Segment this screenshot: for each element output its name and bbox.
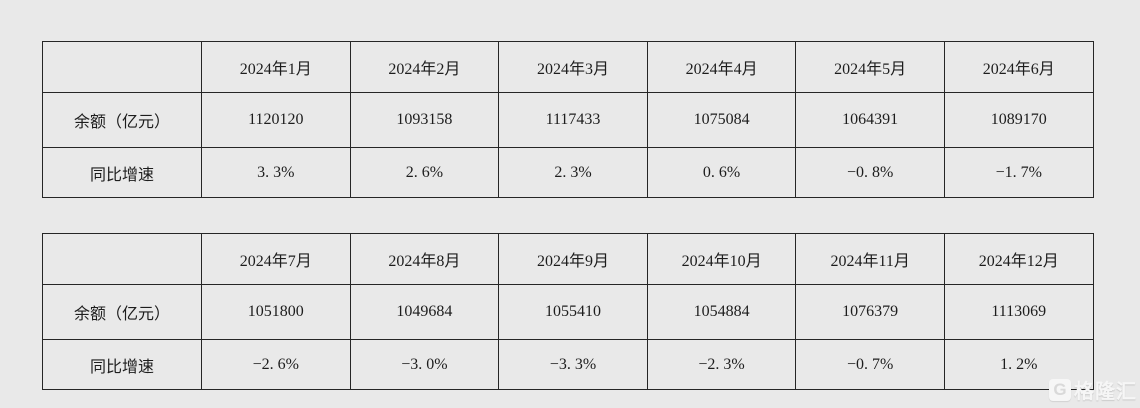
row-label-growth: 同比增速 <box>42 147 202 198</box>
month-header-cell: 2024年8月 <box>349 233 500 285</box>
month-header-cell: 2024年7月 <box>201 233 351 285</box>
table-row: 同比增速 −2. 6% −3. 0% −3. 3% −2. 3% −0. 7% … <box>42 339 1094 390</box>
month-header-cell: 2024年4月 <box>646 41 797 93</box>
balance-value-cell: 1075084 <box>646 92 797 148</box>
balance-value-cell: 1117433 <box>498 92 648 148</box>
balance-value-cell: 1089170 <box>943 92 1094 148</box>
balance-value-cell: 1120120 <box>201 92 351 148</box>
growth-value-cell: −3. 3% <box>498 339 648 390</box>
balance-value-cell: 1093158 <box>349 92 500 148</box>
table-row: 余额（亿元） 1120120 1093158 1117433 1075084 1… <box>42 92 1094 148</box>
balance-value-cell: 1054884 <box>646 284 797 340</box>
month-header-cell: 2024年6月 <box>943 41 1094 93</box>
balance-value-cell: 1076379 <box>795 284 945 340</box>
table-row: 2024年7月 2024年8月 2024年9月 2024年10月 2024年11… <box>42 233 1094 285</box>
balance-value-cell: 1049684 <box>349 284 500 340</box>
month-header-cell: 2024年11月 <box>795 233 945 285</box>
growth-value-cell: 3. 3% <box>201 147 351 198</box>
balance-value-cell: 1064391 <box>795 92 945 148</box>
table-2024-h1: 2024年1月 2024年2月 2024年3月 2024年4月 2024年5月 … <box>42 41 1094 198</box>
row-label-balance: 余额（亿元） <box>42 284 202 340</box>
growth-value-cell: −0. 7% <box>795 339 945 390</box>
growth-value-cell: 1. 2% <box>943 339 1094 390</box>
growth-value-cell: −2. 3% <box>646 339 797 390</box>
growth-value-cell: −2. 6% <box>201 339 351 390</box>
month-header-cell: 2024年3月 <box>498 41 648 93</box>
month-header-cell: 2024年12月 <box>943 233 1094 285</box>
table-row: 同比增速 3. 3% 2. 6% 2. 3% 0. 6% −0. 8% −1. … <box>42 147 1094 198</box>
table-2024-h2: 2024年7月 2024年8月 2024年9月 2024年10月 2024年11… <box>42 233 1094 390</box>
balance-value-cell: 1055410 <box>498 284 648 340</box>
corner-cell <box>42 233 202 285</box>
month-header-cell: 2024年10月 <box>646 233 797 285</box>
growth-value-cell: −1. 7% <box>943 147 1094 198</box>
corner-cell <box>42 41 202 93</box>
growth-value-cell: 0. 6% <box>646 147 797 198</box>
table-row: 余额（亿元） 1051800 1049684 1055410 1054884 1… <box>42 284 1094 340</box>
row-label-growth: 同比增速 <box>42 339 202 390</box>
table-row: 2024年1月 2024年2月 2024年3月 2024年4月 2024年5月 … <box>42 41 1094 93</box>
growth-value-cell: 2. 6% <box>349 147 500 198</box>
month-header-cell: 2024年9月 <box>498 233 648 285</box>
month-header-cell: 2024年5月 <box>795 41 945 93</box>
row-label-balance: 余额（亿元） <box>42 92 202 148</box>
balance-value-cell: 1051800 <box>201 284 351 340</box>
growth-value-cell: −3. 0% <box>349 339 500 390</box>
month-header-cell: 2024年2月 <box>349 41 500 93</box>
balance-value-cell: 1113069 <box>943 284 1094 340</box>
growth-value-cell: 2. 3% <box>498 147 648 198</box>
month-header-cell: 2024年1月 <box>201 41 351 93</box>
growth-value-cell: −0. 8% <box>795 147 945 198</box>
